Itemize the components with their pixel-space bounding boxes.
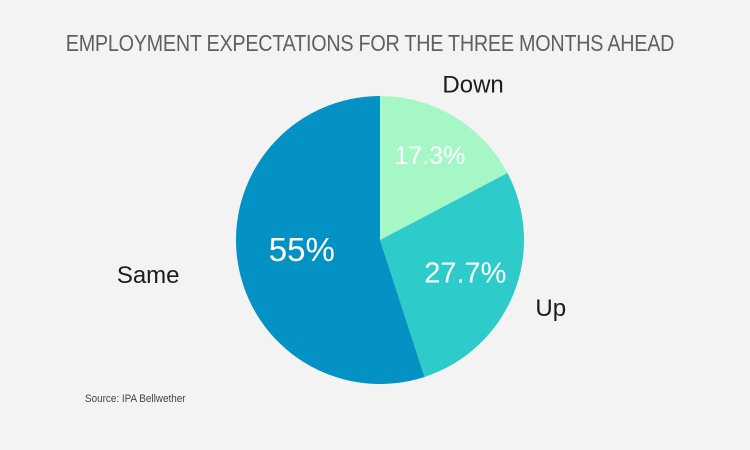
pie-slice-same <box>236 96 425 385</box>
category-label-up: Up <box>535 295 566 322</box>
percent-label-same: 55% <box>269 231 335 268</box>
pie-slice-up <box>380 173 524 377</box>
category-labels: Down Up Same <box>117 71 566 322</box>
source-note: Source: IPA Bellwether <box>85 393 186 405</box>
percent-label-down: 17.3% <box>394 142 465 170</box>
category-label-down: Down <box>442 71 503 98</box>
pie-slices <box>236 96 524 385</box>
category-label-same: Same <box>117 262 180 289</box>
percent-labels: 17.3% 27.7% 55% <box>269 142 507 289</box>
chart-title: EMPLOYMENT EXPECTATIONS FOR THE THREE MO… <box>65 30 675 56</box>
percent-label-up: 27.7% <box>424 257 506 289</box>
pie-slice-down <box>380 96 508 240</box>
